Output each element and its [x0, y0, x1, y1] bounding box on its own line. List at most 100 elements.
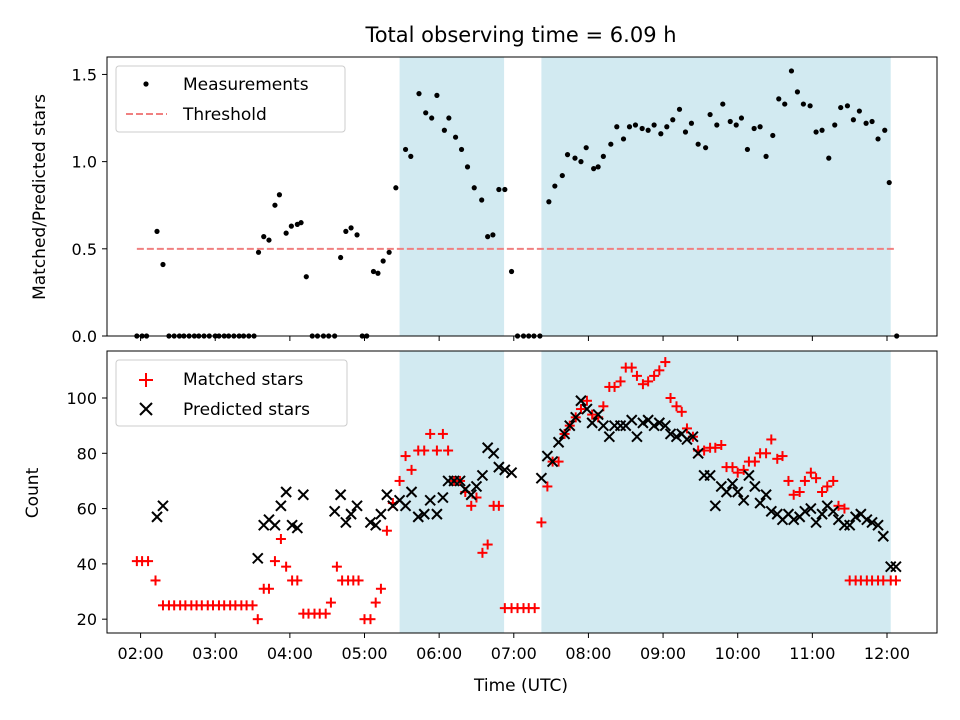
legend-measurements-label: Measurements [183, 75, 309, 95]
matched-star-point [482, 539, 493, 550]
predicted-star-point-b [810, 516, 822, 529]
predicted-star-point [843, 519, 856, 531]
measurement-point [819, 127, 825, 133]
matched-star-point [325, 597, 336, 608]
measurement-point [552, 183, 558, 189]
predicted-star-point [726, 477, 739, 490]
measurement-point [645, 127, 651, 133]
predicted-star-point [151, 511, 163, 523]
chart-title: Total observing time = 6.09 h [364, 23, 676, 47]
predicted-star-point [664, 428, 677, 440]
predicted-star-point [890, 560, 902, 573]
measurement-point [776, 96, 782, 102]
predicted-star-point-b [732, 486, 744, 498]
measurement-point [807, 103, 813, 109]
predicted-star-point-b [603, 430, 616, 443]
measurement-point [794, 89, 801, 95]
predicted-star-point-b [275, 500, 287, 512]
predicted-star-point [787, 513, 800, 526]
predicted-star-point-b [564, 419, 576, 432]
matched-star-point [817, 487, 828, 497]
predicted-star-point [732, 486, 744, 498]
predicted-star-point [252, 552, 264, 565]
predicted-star-point-b [692, 447, 704, 460]
predicted-star-point-b [476, 469, 489, 482]
predicted-star-point [424, 494, 436, 507]
predicted-star-point [810, 516, 822, 529]
matched-star-point [710, 442, 721, 453]
predicted-star-point [552, 436, 565, 448]
predicted-star-point-b [832, 513, 845, 526]
matched-star-point [716, 440, 727, 450]
measurement-point [770, 132, 776, 139]
measurement-point [595, 164, 601, 170]
measurement-point [416, 91, 422, 97]
predicted-star-point-b [431, 508, 443, 520]
predicted-star-point-b [885, 560, 897, 573]
matched-star-point [783, 475, 794, 486]
predicted-star-point [586, 417, 598, 429]
measurement-point [813, 129, 819, 135]
top-y-tick-label-1: 0.5 [72, 240, 97, 259]
measurement-point [508, 268, 515, 275]
measurement-point [838, 104, 844, 111]
predicted-star-point-b [252, 552, 264, 565]
predicted-star-point-b [505, 466, 518, 479]
measurement-point [479, 197, 485, 203]
measurement-point [283, 230, 289, 236]
predicted-star-point-b [681, 433, 693, 446]
bottom-shaded-interval-1 [541, 351, 891, 633]
predicted-star-point [297, 489, 310, 501]
x-tick-label-1: 03:00 [192, 644, 238, 663]
predicted-star-point-b [726, 477, 739, 490]
measurement-point [658, 131, 664, 137]
measurement-point [298, 220, 304, 226]
measurement-point [832, 122, 838, 128]
measurement-point [682, 129, 689, 135]
predicted-star-point-b [749, 480, 761, 493]
matched-star-point [150, 575, 161, 586]
x-tick-label-6: 08:00 [565, 644, 611, 663]
measurement-point [276, 192, 283, 198]
measurement-point [632, 122, 639, 128]
matched-star-point [799, 475, 810, 486]
predicted-star-point-b [405, 486, 418, 498]
predicted-star-point-b [381, 489, 393, 501]
predicted-star-point [280, 486, 292, 498]
predicted-star-point [631, 430, 643, 443]
matched-star-point [331, 561, 342, 572]
matched-star-point [375, 583, 386, 594]
predicted-star-point-b [782, 508, 795, 520]
measurement-point [490, 232, 496, 238]
matched-star-point [811, 473, 822, 484]
predicted-star-point-b [499, 464, 511, 476]
predicted-star-point-b [364, 516, 377, 529]
top-legend: Measurements Threshold [115, 65, 346, 133]
matched-star-point [419, 445, 430, 456]
matched-star-point [738, 464, 749, 475]
predicted-star-point-b [493, 461, 505, 473]
predicted-star-point-b [872, 519, 884, 531]
bottom-panel: 02:00 03:00 04:00 05:00 06:00 07:00 08:00 09:00… [23, 350, 938, 663]
predicted-star-point-b [827, 505, 839, 518]
measurement-point [471, 185, 477, 191]
predicted-star-point-b [720, 486, 733, 498]
measurement-point [464, 164, 471, 170]
matched-star-point [643, 376, 654, 387]
predicted-star-point-b [575, 395, 587, 407]
measurement-point [639, 125, 645, 132]
predicted-star-point-b [754, 497, 766, 509]
matched-star-point [269, 556, 280, 567]
legend-matched-marker [139, 373, 153, 387]
predicted-star-point [692, 447, 704, 460]
matched-star-point [890, 575, 901, 586]
predicted-star-point-b [570, 411, 582, 424]
matched-star-point [437, 428, 448, 439]
predicted-star-point [877, 530, 889, 542]
measurement-point [788, 68, 795, 74]
top-y-ticks: 0.0 0.5 1.0 1.5 [72, 65, 107, 346]
predicted-star-point [340, 516, 352, 529]
measurement-point [703, 145, 709, 151]
predicted-star-point-b [586, 417, 598, 429]
predicted-star-point [827, 505, 839, 518]
